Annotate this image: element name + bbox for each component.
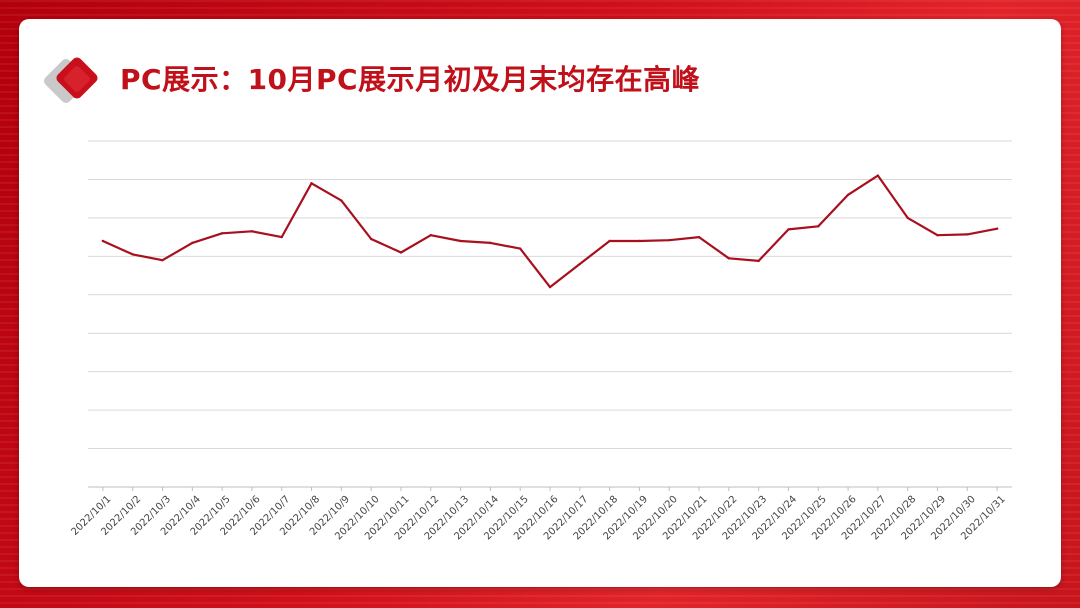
data-point: [518, 247, 522, 250]
data-point: [191, 241, 194, 245]
data-point: [340, 199, 343, 202]
data-point: [489, 241, 492, 245]
data-point: [578, 262, 582, 266]
data-point: [250, 230, 254, 233]
data-point: [608, 239, 611, 243]
data-point: [668, 238, 671, 242]
data-point: [399, 251, 403, 254]
data-point: [459, 239, 462, 243]
data-point: [369, 237, 373, 241]
data-point: [131, 253, 134, 256]
data-point: [280, 235, 283, 239]
data-point: [787, 228, 790, 231]
data-point: [846, 193, 850, 197]
data-point: [817, 225, 820, 228]
data-point: [220, 232, 224, 235]
data-point: [161, 258, 164, 262]
data-point: [876, 174, 880, 177]
data-point: [101, 239, 105, 243]
data-point: [638, 239, 641, 243]
data-point: [966, 233, 969, 236]
data-point: [310, 182, 313, 185]
page-title: PC展示：10月PC展示月初及月末均存在高峰: [120, 63, 701, 96]
data-point: [727, 257, 731, 260]
slide-card: [19, 19, 1061, 587]
series-line: [101, 174, 999, 289]
data-point: [429, 233, 432, 237]
diamond-logo-icon: [44, 57, 98, 103]
data-point: [548, 285, 552, 289]
data-point: [697, 235, 701, 239]
data-point: [995, 227, 999, 230]
data-point: [757, 259, 760, 263]
data-point: [906, 216, 909, 220]
data-point: [936, 233, 939, 237]
